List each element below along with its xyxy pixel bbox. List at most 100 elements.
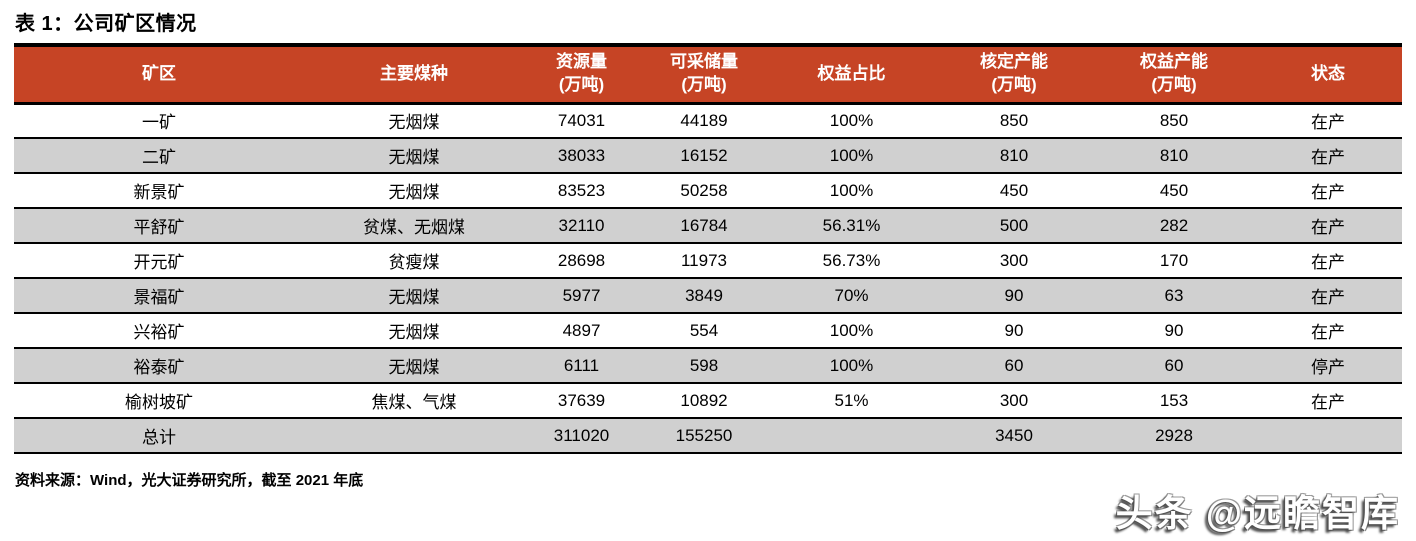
table-cell: 6111 (524, 348, 639, 384)
table-cell: 63 (1094, 278, 1254, 314)
table-row: 平舒矿 贫煤、无烟煤 32110 16784 56.31% 500 282 在产 (14, 208, 1402, 244)
table-header-row: 矿区 主要煤种 资源量 (万吨) 可采储量 (万吨) 权益占比 核定产能 (万吨) (14, 43, 1402, 105)
table-cell: 16152 (639, 138, 769, 174)
table-cell: 100% (769, 313, 934, 349)
table-cell: 100% (769, 348, 934, 384)
mine-area-table: 矿区 主要煤种 资源量 (万吨) 可采储量 (万吨) 权益占比 核定产能 (万吨) (14, 43, 1402, 454)
table-cell: 170 (1094, 243, 1254, 279)
table-cell: 平舒矿 (14, 208, 304, 244)
col-header-label: 核定产能 (980, 52, 1048, 72)
table-cell: 311020 (524, 418, 639, 454)
table-cell: 450 (934, 173, 1094, 209)
table-cell: 28698 (524, 243, 639, 279)
table-cell: 850 (934, 103, 1094, 139)
col-header-label: 主要煤种 (380, 63, 448, 83)
table-cell: 3450 (934, 418, 1094, 454)
col-header-label: 可采储量 (670, 52, 738, 72)
table-cell: 11973 (639, 243, 769, 279)
table-cell: 无烟煤 (304, 278, 524, 314)
col-header-sub: (万吨) (681, 75, 727, 95)
table-cell: 282 (1094, 208, 1254, 244)
table-header: 矿区 主要煤种 资源量 (万吨) 可采储量 (万吨) 权益占比 核定产能 (万吨) (14, 43, 1402, 105)
table-cell: 153 (1094, 383, 1254, 419)
table-cell: 在产 (1254, 243, 1402, 279)
table-cell: 在产 (1254, 383, 1402, 419)
table-cell: 二矿 (14, 138, 304, 174)
table-cell: 850 (1094, 103, 1254, 139)
col-header-status: 状态 (1254, 43, 1402, 105)
col-header-equity-ratio: 权益占比 (769, 43, 934, 105)
table-cell: 32110 (524, 208, 639, 244)
table-row: 兴裕矿 无烟煤 4897 554 100% 90 90 在产 (14, 313, 1402, 349)
table-row: 一矿 无烟煤 74031 44189 100% 850 850 在产 (14, 103, 1402, 139)
table-cell: 100% (769, 103, 934, 139)
table-cell: 在产 (1254, 208, 1402, 244)
table-cell: 810 (934, 138, 1094, 174)
table-cell: 450 (1094, 173, 1254, 209)
table-row: 榆树坡矿 焦煤、气煤 37639 10892 51% 300 153 在产 (14, 383, 1402, 419)
col-header-label: 状态 (1311, 63, 1345, 83)
table-cell: 56.73% (769, 243, 934, 279)
table-cell: 60 (934, 348, 1094, 384)
col-header-label: 权益占比 (817, 63, 886, 83)
table-cell: 在产 (1254, 138, 1402, 174)
table-cell (304, 418, 524, 454)
col-header-label: 资源量 (556, 52, 607, 72)
table-cell: 焦煤、气煤 (304, 383, 524, 419)
table-cell: 新景矿 (14, 173, 304, 209)
footer-row: 资料来源：Wind，光大证券研究所，截至 2021 年底 (14, 469, 1402, 490)
table-cell: 榆树坡矿 (14, 383, 304, 419)
table-cell: 44189 (639, 103, 769, 139)
table-cell: 在产 (1254, 173, 1402, 209)
table-cell: 598 (639, 348, 769, 384)
table-row: 开元矿 贫瘦煤 28698 11973 56.73% 300 170 在产 (14, 243, 1402, 279)
table-cell: 37639 (524, 383, 639, 419)
table-cell: 74031 (524, 103, 639, 139)
table-cell: 155250 (639, 418, 769, 454)
table-cell: 总计 (14, 418, 304, 454)
table-cell: 50258 (639, 173, 769, 209)
table-cell: 在产 (1254, 103, 1402, 139)
table-cell: 56.31% (769, 208, 934, 244)
table-cell: 4897 (524, 313, 639, 349)
col-header-label: 权益产能 (1140, 52, 1208, 72)
table-cell: 在产 (1254, 278, 1402, 314)
table-row: 新景矿 无烟煤 83523 50258 100% 450 450 在产 (14, 173, 1402, 209)
table-cell: 一矿 (14, 103, 304, 139)
table-cell: 554 (639, 313, 769, 349)
table-cell: 无烟煤 (304, 348, 524, 384)
table-cell: 无烟煤 (304, 138, 524, 174)
col-header-recoverable-reserves: 可采储量 (万吨) (639, 43, 769, 105)
col-header-sub: (万吨) (991, 75, 1037, 95)
table-cell: 3849 (639, 278, 769, 314)
table-cell: 90 (934, 313, 1094, 349)
col-header-sub: (万吨) (1151, 75, 1197, 95)
table-cell: 100% (769, 138, 934, 174)
table-cell: 开元矿 (14, 243, 304, 279)
col-header-approved-capacity: 核定产能 (万吨) (934, 43, 1094, 105)
table-cell: 90 (934, 278, 1094, 314)
table-cell: 100% (769, 173, 934, 209)
source-note: 资料来源：Wind，光大证券研究所，截至 2021 年底 (15, 472, 364, 489)
table-cell: 810 (1094, 138, 1254, 174)
table-cell: 停产 (1254, 348, 1402, 384)
table-cell: 38033 (524, 138, 639, 174)
table-cell: 16784 (639, 208, 769, 244)
table-cell: 2928 (1094, 418, 1254, 454)
table-row: 二矿 无烟煤 38033 16152 100% 810 810 在产 (14, 138, 1402, 174)
table-cell: 贫煤、无烟煤 (304, 208, 524, 244)
table-cell: 70% (769, 278, 934, 314)
table-cell: 90 (1094, 313, 1254, 349)
table-cell (1254, 418, 1402, 454)
table-cell: 60 (1094, 348, 1254, 384)
col-header-equity-capacity: 权益产能 (万吨) (1094, 43, 1254, 105)
table-cell: 51% (769, 383, 934, 419)
table-cell: 300 (934, 383, 1094, 419)
table-cell: 贫瘦煤 (304, 243, 524, 279)
table-cell: 10892 (639, 383, 769, 419)
table-cell: 无烟煤 (304, 103, 524, 139)
table-cell: 无烟煤 (304, 173, 524, 209)
table-cell: 500 (934, 208, 1094, 244)
table-cell: 83523 (524, 173, 639, 209)
